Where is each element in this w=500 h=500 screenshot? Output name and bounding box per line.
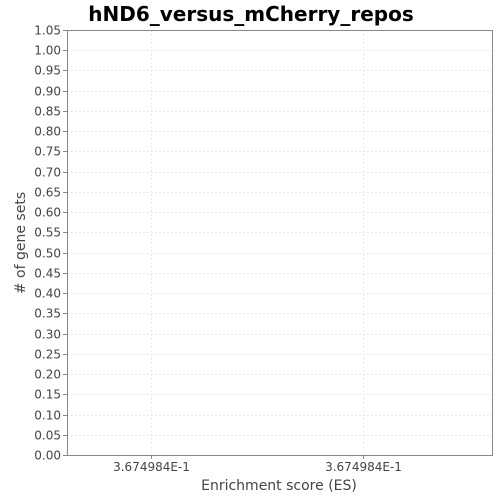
y-tick-label: 0.65 (34, 186, 61, 200)
grid-lines (67, 30, 492, 456)
y-tick-label: 0.20 (34, 368, 61, 382)
y-tick-label: 0.50 (34, 247, 61, 261)
y-tick-label: 0.25 (34, 348, 61, 362)
chart-title: hND6_versus_mCherry_repos (88, 2, 413, 26)
y-tick-label: 0.00 (34, 449, 61, 463)
y-tick-label: 0.15 (34, 388, 61, 402)
y-tick-label: 0.70 (34, 166, 61, 180)
y-tick-label: 0.35 (34, 307, 61, 321)
y-tick-label: 0.55 (34, 226, 61, 240)
y-tick-label: 0.30 (34, 328, 61, 342)
y-tick-label: 0.80 (34, 125, 61, 139)
y-tick-label: 0.05 (34, 429, 61, 443)
y-tick-label: 0.85 (34, 105, 61, 119)
y-tick-label: 0.75 (34, 145, 61, 159)
y-tick-label: 1.00 (34, 44, 61, 58)
plot-area (67, 30, 493, 456)
y-tick-label: 0.90 (34, 85, 61, 99)
y-axis: 0.00 0.05 0.10 0.15 0.20 0.25 0.30 0.35 0.40 0.45… (34, 24, 67, 463)
y-tick-label: 0.10 (34, 409, 61, 423)
x-tick-label: 3.674984E-1 (325, 460, 402, 474)
y-tick-label: 0.60 (34, 206, 61, 220)
x-axis: 3.674984E-1 3.674984E-1 (113, 455, 402, 474)
y-tick-label: 1.05 (34, 24, 61, 38)
y-tick-label: 0.40 (34, 287, 61, 301)
y-tick-label: 0.45 (34, 267, 61, 281)
x-axis-label: Enrichment score (ES) (201, 478, 357, 494)
y-tick-label: 0.95 (34, 64, 61, 78)
x-tick-label: 3.674984E-1 (113, 460, 190, 474)
y-axis-label: # of gene sets (13, 192, 29, 294)
